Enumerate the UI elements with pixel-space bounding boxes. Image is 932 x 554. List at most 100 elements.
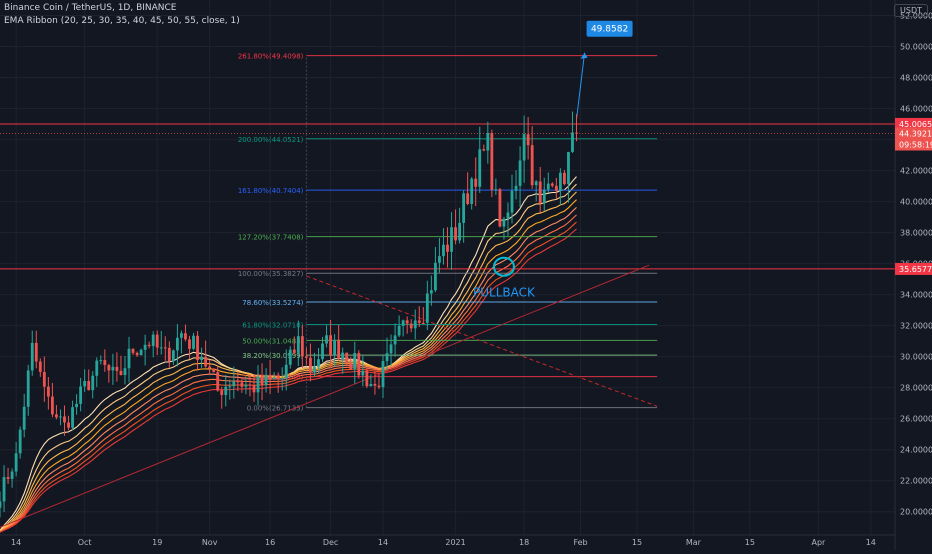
horizontal-level-tag xyxy=(895,262,932,275)
candle-body xyxy=(216,372,220,391)
candle-body xyxy=(260,376,264,386)
candle-body xyxy=(67,422,70,428)
candle-body xyxy=(558,172,562,191)
candle-body xyxy=(50,396,54,415)
candle-body xyxy=(329,335,332,356)
x-tick-label: 14 xyxy=(11,538,21,547)
candle-body xyxy=(486,133,490,151)
target-callout xyxy=(586,20,633,37)
pullback-circle xyxy=(492,256,515,277)
fib-level-label: 161.80%(40.7404) xyxy=(238,187,304,195)
candle-body xyxy=(143,344,147,350)
x-tick-label: 16 xyxy=(265,538,275,547)
candle-body xyxy=(268,375,272,379)
candle-body xyxy=(22,406,26,430)
candle-body xyxy=(123,368,127,376)
fib-level-label: 100.00%(35.3827) xyxy=(238,270,304,278)
y-tick-label: 40.0000 xyxy=(900,198,932,207)
candle-body xyxy=(95,360,99,376)
candle-body xyxy=(46,386,50,397)
candle-body xyxy=(365,370,369,387)
trendline-dashed-down xyxy=(306,275,658,407)
candle-body xyxy=(538,181,542,204)
candle-body xyxy=(272,377,276,379)
candle-body xyxy=(83,381,87,387)
candle-body xyxy=(421,322,425,324)
candle-body xyxy=(313,366,316,373)
candle-body xyxy=(514,185,518,191)
candle-body xyxy=(91,375,95,391)
candle-body xyxy=(87,381,91,391)
candle-body xyxy=(252,385,256,393)
currency-button[interactable]: USDT xyxy=(894,4,928,17)
x-tick-label: 2021 xyxy=(445,538,465,547)
candle-body xyxy=(413,320,417,329)
candle-body xyxy=(321,343,324,360)
candle-body xyxy=(534,181,538,186)
y-tick-label: 22.0000 xyxy=(900,477,932,486)
candle-body xyxy=(0,501,2,508)
candle-body xyxy=(425,293,429,323)
candle-body xyxy=(361,370,365,376)
candle-body xyxy=(490,133,494,190)
candle-body xyxy=(518,160,522,186)
x-tick-label: 15 xyxy=(632,538,642,547)
candle-body xyxy=(171,350,175,362)
candle-body xyxy=(256,376,260,393)
x-tick-label: 14 xyxy=(866,538,876,547)
candle-body xyxy=(196,335,199,361)
candle-body xyxy=(119,370,123,376)
candle-body xyxy=(208,366,212,369)
indicator-legend[interactable]: EMA Ribbon (20, 25, 30, 35, 40, 45, 50, … xyxy=(4,16,240,26)
candle-body xyxy=(333,339,337,356)
candle-body xyxy=(155,334,159,348)
trendlines xyxy=(0,52,658,528)
candle-body xyxy=(438,256,441,263)
candle-body xyxy=(99,360,103,362)
x-tick-label: 15 xyxy=(745,538,755,547)
candle-body xyxy=(292,349,296,353)
candle-body xyxy=(18,429,22,454)
y-tick-label: 32.0000 xyxy=(900,322,932,331)
candle-body xyxy=(506,212,510,219)
x-tick-label: 18 xyxy=(519,538,529,547)
candle-body xyxy=(381,361,385,388)
x-tick-label: 14 xyxy=(378,538,388,547)
x-tick-label: Oct xyxy=(78,538,92,547)
candle-body xyxy=(494,189,498,191)
candle-body xyxy=(385,353,389,362)
x-tick-label: 19 xyxy=(152,538,162,547)
y-tick-label: 38.0000 xyxy=(900,229,932,238)
candle-body xyxy=(466,193,470,204)
horizontal-level-tag xyxy=(895,117,932,130)
candle-body xyxy=(224,386,228,395)
candle-body xyxy=(433,262,437,291)
y-tick-label: 28.0000 xyxy=(900,384,932,393)
candle-body xyxy=(55,414,58,418)
candle-body xyxy=(498,189,502,227)
ema-line-40 xyxy=(0,207,577,533)
candle-body xyxy=(220,390,224,395)
candle-body xyxy=(240,382,244,387)
candle-body xyxy=(389,344,393,354)
candle-body xyxy=(510,190,514,213)
candle-body xyxy=(530,145,534,186)
candle-body xyxy=(554,185,558,191)
candle-body xyxy=(184,333,187,340)
candle-body xyxy=(71,407,74,428)
candle-body xyxy=(369,383,373,387)
symbol-title[interactable]: Binance Coin / TetherUS, 1D, BINANCE xyxy=(4,3,177,13)
candle-body xyxy=(75,403,79,408)
candle-body xyxy=(571,132,574,152)
candle-body xyxy=(405,320,409,324)
candle-body xyxy=(397,325,401,336)
horizontal-levels xyxy=(0,123,895,270)
candle-body xyxy=(458,222,462,241)
candle-body xyxy=(63,416,66,423)
y-tick-label: 26.0000 xyxy=(900,415,932,424)
x-tick-label: Nov xyxy=(202,538,218,547)
candle-body xyxy=(14,453,18,472)
